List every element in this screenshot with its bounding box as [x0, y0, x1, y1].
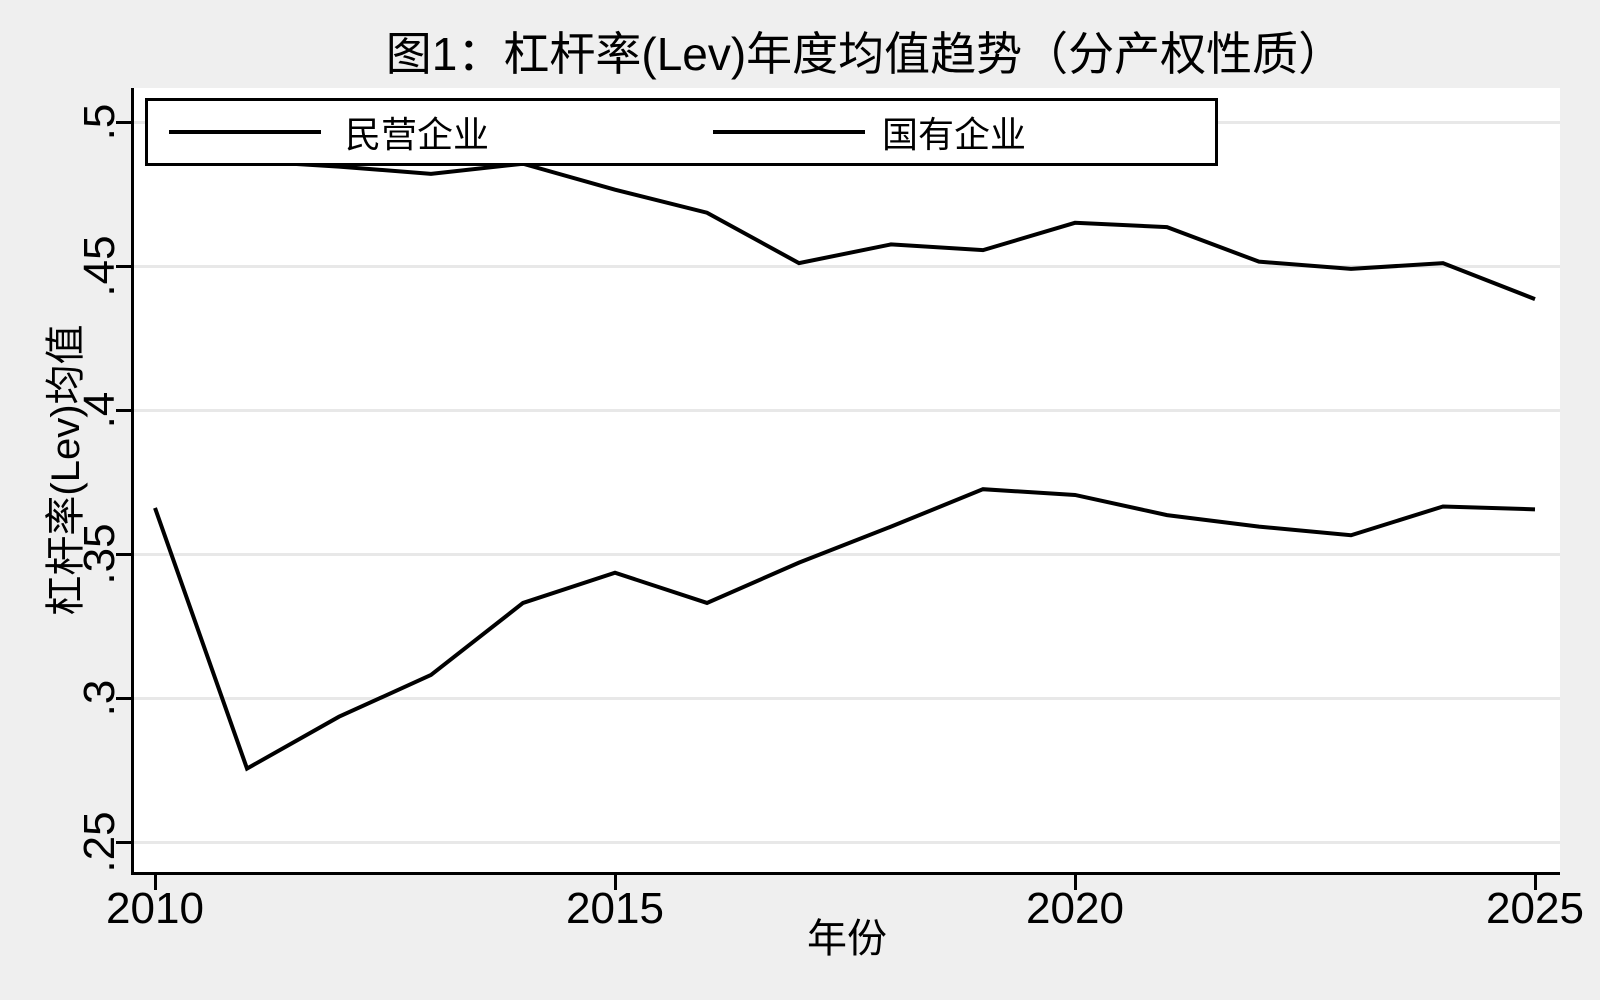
- y-tick-label: .4: [75, 391, 124, 429]
- line-state-owned-enterprises: [153, 487, 1536, 772]
- gridline: [134, 408, 1560, 412]
- y-tick-mark: [116, 264, 131, 268]
- line-private-enterprises: [154, 154, 1536, 301]
- y-tick-label: .25: [75, 811, 124, 873]
- x-tick-mark: [613, 875, 617, 890]
- y-tick-mark: [116, 840, 131, 844]
- x-tick-mark: [1533, 875, 1537, 890]
- gridline: [134, 840, 1560, 844]
- y-tick-label: .3: [75, 679, 124, 717]
- legend-line-sample-soe: [713, 130, 865, 134]
- gridline: [134, 264, 1560, 268]
- x-tick-label: 2025: [1486, 884, 1584, 933]
- x-axis-line: [131, 872, 1560, 875]
- y-tick-mark: [116, 696, 131, 700]
- x-tick-mark: [1073, 875, 1077, 890]
- y-axis-line: [131, 88, 134, 875]
- x-tick-label: 2015: [566, 884, 664, 933]
- legend-label-soe: 国有企业: [882, 114, 1027, 155]
- x-tick-label: 2020: [1026, 884, 1124, 933]
- gridline: [134, 696, 1560, 700]
- x-tick-label: 2010: [106, 884, 204, 933]
- y-tick-mark: [116, 408, 131, 412]
- legend-label-private: 民营企业: [345, 114, 490, 155]
- legend-line-sample-private: [169, 130, 321, 134]
- x-tick-mark: [153, 875, 157, 890]
- plot-area: [134, 88, 1560, 872]
- y-tick-mark: [116, 120, 131, 124]
- y-tick-label: .35: [75, 523, 124, 585]
- y-tick-label: .45: [75, 235, 124, 297]
- x-axis-title: 年份: [807, 917, 887, 961]
- chart-title: 图1：杠杆率(Lev)年度均值趋势（分产权性质）: [385, 28, 1345, 80]
- y-tick-mark: [116, 552, 131, 556]
- legend-box: 民营企业 国有企业: [145, 98, 1218, 166]
- gridline: [134, 552, 1560, 556]
- y-tick-label: .5: [75, 103, 124, 141]
